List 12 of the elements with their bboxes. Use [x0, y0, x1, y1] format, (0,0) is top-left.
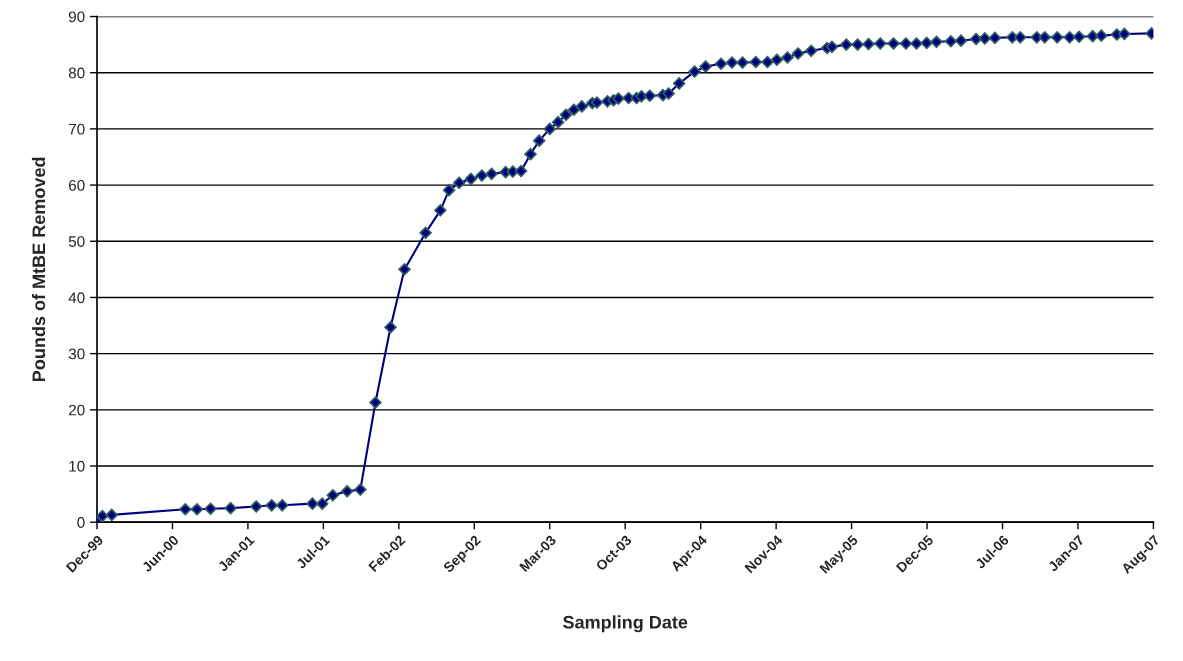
y-tick-label: 70 — [68, 123, 85, 135]
y-tick-label: 80 — [68, 67, 85, 79]
y-tick-label: 10 — [69, 460, 85, 472]
y-tick-label: 40 — [68, 292, 85, 304]
x-axis-title: Sampling Date — [563, 615, 688, 633]
y-tick-label: 30 — [68, 348, 85, 360]
y-tick-label: 90 — [68, 11, 85, 23]
y-axis-title: Pounds of MtBE Removed — [31, 157, 46, 381]
y-tick-label: 20 — [68, 404, 85, 416]
y-tick-label: 50 — [68, 236, 85, 247]
y-tick-label: 60 — [68, 179, 85, 191]
y-tick-label: 0 — [77, 517, 85, 528]
